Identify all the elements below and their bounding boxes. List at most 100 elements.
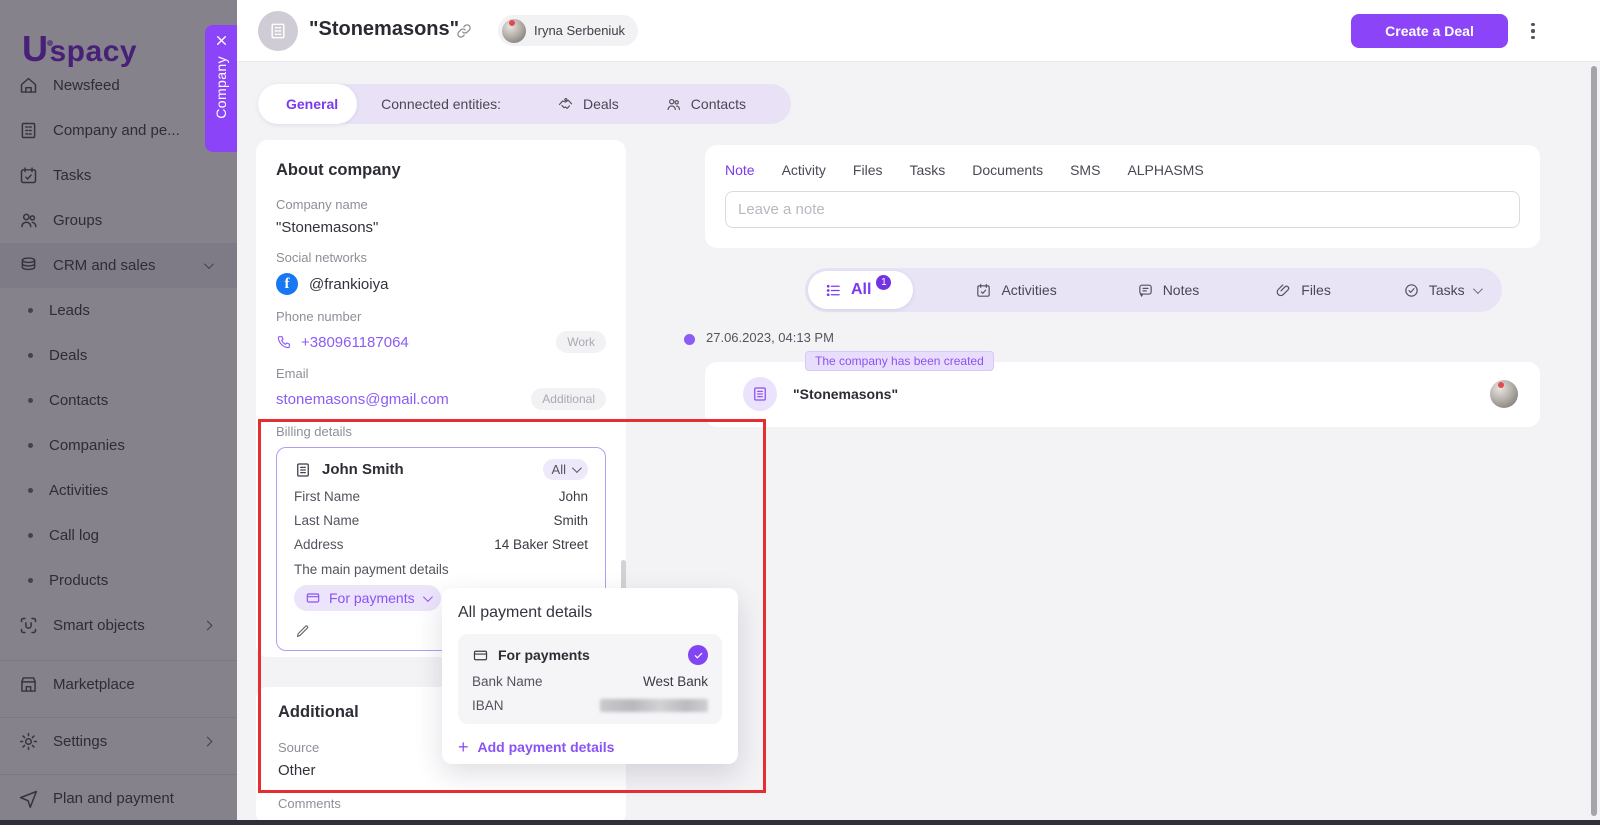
owner-name: Iryna Serbeniuk (534, 23, 626, 38)
paperclip-icon (1276, 283, 1290, 296)
billing-row: Last Name Smith (294, 513, 588, 528)
payment-detail-item[interactable]: For payments Bank Name West Bank IBAN (458, 634, 722, 724)
filter-notes[interactable]: Notes (1137, 282, 1200, 299)
payment-item-name: For payments (498, 647, 590, 663)
chevron-down-icon[interactable] (1472, 283, 1483, 294)
company-avatar (258, 11, 298, 51)
phone-icon (277, 336, 290, 349)
kebab-menu-icon[interactable] (1524, 20, 1542, 42)
tab-deals[interactable]: Deals (557, 96, 619, 113)
phone-value: +380961187064 (301, 333, 409, 351)
composer-tabs: Note Activity Files Tasks Documents SMS … (705, 145, 1540, 178)
payment-details-popup: All payment details For payments Bank Na… (442, 588, 738, 764)
billing-row: First Name John (294, 489, 588, 504)
filter-all-label: All (851, 281, 872, 298)
tab-label: Contacts (690, 96, 747, 112)
timeline-timestamp: 27.06.2023, 04:13 PM (706, 330, 834, 345)
tab-connected-entities[interactable]: Connected entities: (381, 96, 501, 112)
billing-details-card: John Smith All First Name John Last Name S… (276, 447, 606, 651)
tab-label: Connected entities: (381, 96, 501, 112)
filter-label: Activities (1001, 282, 1057, 298)
tab-sms[interactable]: SMS (1070, 162, 1101, 178)
timeline-filterbar: All 1 Activities Notes Files Tasks (805, 268, 1502, 312)
credit-card-icon (473, 650, 488, 660)
tab-documents[interactable]: Documents (972, 162, 1044, 178)
tab-label: Deals (583, 96, 619, 112)
main-area: "Stonemasons" Iryna Serbeniuk Create a D… (237, 0, 1600, 825)
iban-label: IBAN (472, 698, 504, 713)
bank-name-value: West Bank (642, 674, 708, 689)
window-bottom-edge (0, 820, 1600, 825)
tab-activity[interactable]: Activity (781, 162, 826, 178)
for-payments-dropdown[interactable]: For payments (294, 585, 441, 611)
note-bubble-icon (1138, 284, 1152, 297)
phone-label: Phone number (276, 309, 362, 324)
tab-note[interactable]: Note (725, 162, 755, 178)
note-input[interactable] (725, 191, 1520, 228)
email-value: stonemasons@gmail.com (276, 390, 449, 408)
company-name-value: "Stonemasons" (276, 219, 379, 236)
tab-alphasms[interactable]: ALPHASMS (1127, 162, 1204, 178)
source-label: Source (278, 740, 320, 755)
social-networks-label: Social networks (276, 250, 368, 265)
iban-row: IBAN (472, 698, 708, 713)
iban-redacted-value (600, 699, 708, 712)
timeline-dot (684, 334, 695, 345)
filter-all[interactable]: All 1 (808, 271, 914, 309)
contacts-people-icon (667, 98, 680, 110)
company-entry-icon (743, 377, 777, 411)
popup-title: All payment details (458, 604, 593, 621)
email-link[interactable]: stonemasons@gmail.com (276, 391, 449, 408)
filter-count-badge: 1 (876, 274, 892, 290)
owner-avatar (502, 18, 526, 43)
owner-chip[interactable]: Iryna Serbeniuk (498, 15, 639, 46)
billing-scope-dropdown[interactable]: All (542, 459, 588, 480)
filter-tasks[interactable]: Tasks (1403, 282, 1465, 299)
page-title: "Stonemasons" (309, 18, 460, 40)
comments-label: Comments (278, 796, 341, 811)
timeline-event-badge: The company has been created (805, 351, 994, 371)
phone-link[interactable]: +380961187064 (276, 334, 409, 351)
chevron-down-icon (571, 463, 582, 474)
bank-name-row: Bank Name West Bank (472, 674, 708, 689)
timeline-entry-card[interactable]: "Stonemasons" (705, 362, 1540, 427)
calendar-icon (977, 283, 991, 297)
social-handle: @frankioiya (309, 275, 389, 293)
tab-contacts[interactable]: Contacts (665, 96, 746, 113)
filter-label: Files (1301, 282, 1331, 298)
social-networks-row[interactable]: @frankioiya (276, 273, 606, 295)
panel-tab-label: Company (213, 56, 229, 119)
company-panel-tab[interactable]: Company (205, 25, 237, 152)
close-icon[interactable] (215, 34, 228, 47)
additional-heading: Additional (278, 703, 359, 721)
billing-details-label: Billing details (276, 424, 352, 439)
billing-row-value: John (558, 489, 588, 504)
main-payment-label: The main payment details (294, 562, 449, 577)
entity-tabs: General Connected entities: Deals Contac… (258, 84, 791, 124)
billing-scope-value: All (551, 462, 566, 477)
filter-files[interactable]: Files (1275, 282, 1331, 299)
create-deal-button[interactable]: Create a Deal (1351, 14, 1508, 48)
add-payment-label: Add payment details (477, 739, 615, 755)
billing-row-label: Address (294, 537, 344, 552)
add-payment-details-button[interactable]: + Add payment details (458, 738, 722, 756)
filter-activities[interactable]: Activities (975, 282, 1057, 299)
page-scrollbar-thumb[interactable] (1591, 66, 1597, 816)
billing-row: Address 14 Baker Street (294, 537, 588, 552)
composer-card: Note Activity Files Tasks Documents SMS … (705, 145, 1540, 248)
pencil-icon[interactable] (294, 623, 311, 640)
link-icon[interactable] (455, 22, 473, 40)
building-icon (754, 387, 766, 401)
building-icon (271, 23, 285, 39)
tab-files[interactable]: Files (852, 162, 883, 178)
filter-label: Tasks (1428, 282, 1465, 298)
tab-general[interactable]: General (258, 84, 358, 124)
company-name-label: Company name (276, 197, 368, 212)
facebook-icon (276, 273, 298, 295)
billing-row-label: Last Name (294, 513, 360, 528)
timeline-entry-title: "Stonemasons" (793, 386, 899, 402)
filter-label: Notes (1162, 282, 1200, 298)
billing-row-label: First Name (294, 489, 361, 504)
tab-tasks[interactable]: Tasks (909, 162, 946, 178)
